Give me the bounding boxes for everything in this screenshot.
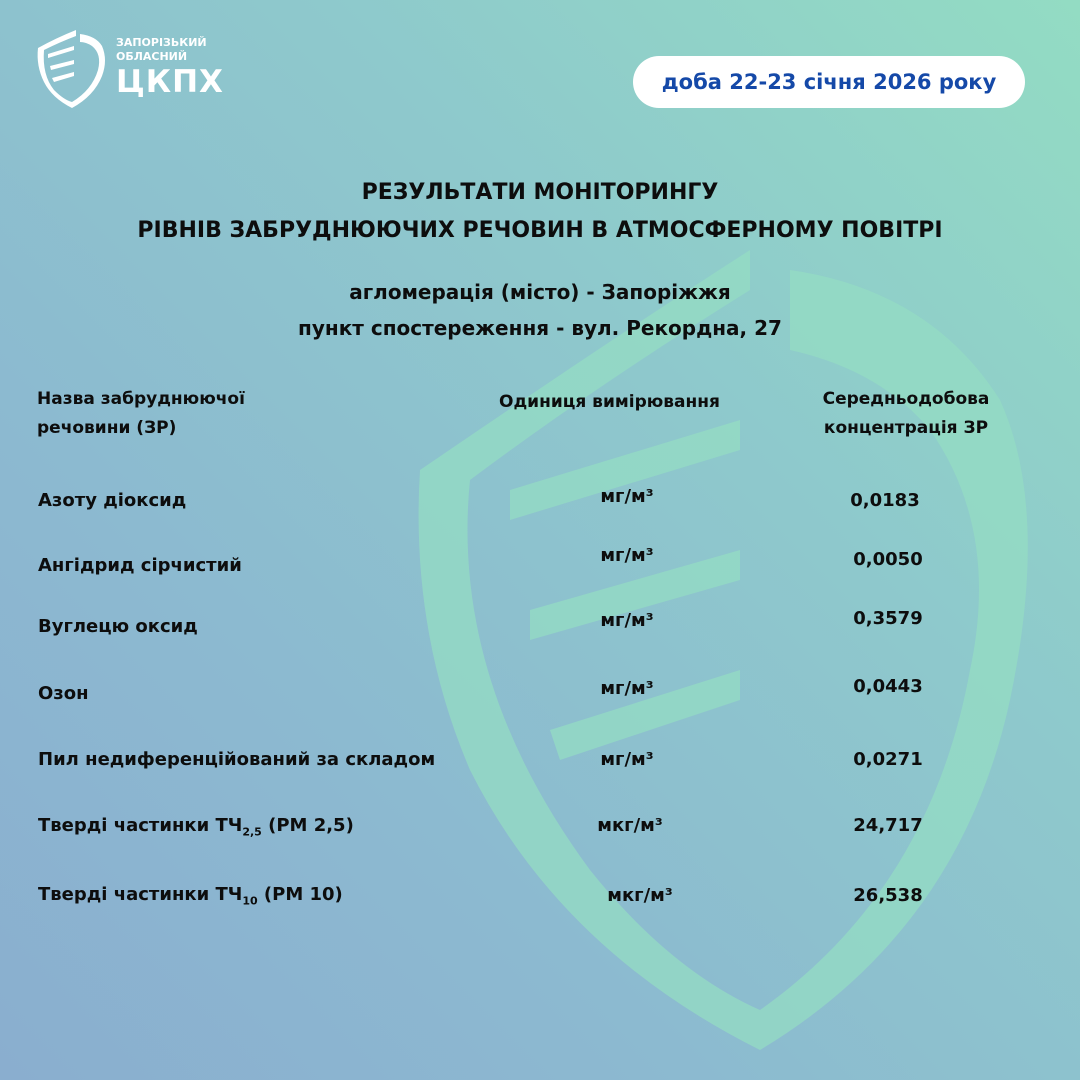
subtitle-line1: агломерація (місто) - Запоріжжя (349, 280, 731, 304)
date-badge: доба 22-23 січня 2026 року (633, 56, 1025, 108)
name-subscript: 2,5 (242, 825, 262, 839)
row-name: Ангідрид сірчистий (38, 555, 242, 576)
name-text: Ангідрид сірчистий (38, 555, 242, 576)
row-name: Озон (38, 683, 89, 704)
row-unit: мкг/м³ (607, 885, 673, 906)
row-unit: мг/м³ (600, 678, 654, 699)
name-suffix: (PM 2,5) (268, 815, 354, 836)
name-subscript: 10 (242, 894, 258, 908)
name-text: Пил недиференційований за складом (38, 749, 436, 770)
row-value: 0,0271 (853, 749, 923, 770)
logo-line1: ЗАПОРІЗЬКИЙ (116, 36, 207, 49)
header-value-line2: концентрація ЗР (823, 418, 989, 438)
header-value: Середньодобова концентрація ЗР (806, 385, 1006, 443)
header-value-line1: Середньодобова (822, 389, 990, 409)
row-unit: мг/м³ (600, 749, 654, 770)
header-name-line2: речовини (ЗР) (37, 418, 177, 438)
page-subtitle: агломерація (місто) - Запоріжжя пункт сп… (0, 274, 1080, 346)
row-value: 0,0183 (850, 490, 920, 511)
shield-watermark (418, 250, 1028, 1050)
row-value: 0,3579 (853, 608, 923, 629)
logo-abbr: ЦКПХ (116, 64, 224, 100)
header-name-line1: Назва забруднюючої (37, 389, 245, 409)
row-unit: мг/м³ (600, 545, 654, 566)
row-name: Пил недиференційований за складом (38, 749, 435, 770)
name-text: Вуглецю оксид (38, 616, 198, 637)
logo-line2: ОБЛАСНИЙ (116, 50, 188, 63)
name-text: Озон (38, 683, 89, 704)
row-value: 0,0443 (853, 676, 923, 697)
row-unit: мг/м³ (600, 610, 654, 631)
header-unit: Одиниця вимірювання (499, 392, 720, 412)
title-line1: РЕЗУЛЬТАТИ МОНІТОРИНГУ (361, 180, 719, 205)
row-name: Азоту діоксид (38, 490, 186, 511)
logo-shield-icon (37, 30, 105, 108)
row-name: Вуглецю оксид (38, 616, 198, 637)
row-value: 0,0050 (853, 549, 923, 570)
header-name: Назва забруднюючої речовини (ЗР) (37, 385, 245, 443)
name-text: Азоту діоксид (38, 490, 187, 511)
subtitle-line2: пункт спостереження - вул. Рекордна, 27 (298, 316, 782, 340)
row-unit: мг/м³ (600, 486, 654, 507)
name-suffix: (PM 10) (263, 884, 343, 905)
row-value: 24,717 (853, 815, 923, 836)
name-text: Тверді частинки ТЧ (38, 815, 243, 836)
page-title: РЕЗУЛЬТАТИ МОНІТОРИНГУ РІВНІВ ЗАБРУДНЮЮЧ… (0, 174, 1080, 250)
name-text: Тверді частинки ТЧ (38, 884, 243, 905)
row-value: 26,538 (853, 885, 923, 906)
row-unit: мкг/м³ (597, 815, 663, 836)
logo-text: ЗАПОРІЗЬКИЙ ОБЛАСНИЙ ЦКПХ (116, 36, 224, 100)
row-name: Тверді частинки ТЧ10 (PM 10) (38, 884, 343, 908)
row-name: Тверді частинки ТЧ2,5 (PM 2,5) (38, 815, 354, 839)
title-line2: РІВНІВ ЗАБРУДНЮЮЧИХ РЕЧОВИН В АТМОСФЕРНО… (137, 218, 943, 243)
